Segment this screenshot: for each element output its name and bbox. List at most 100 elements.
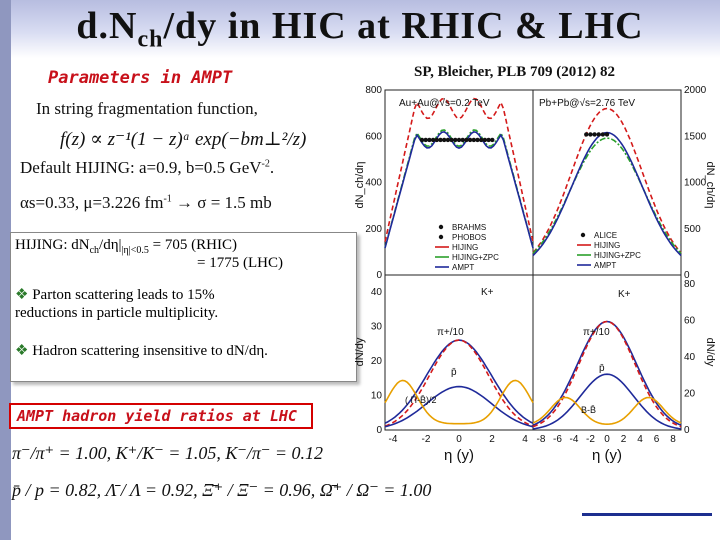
x-tick-label: 4 (637, 434, 643, 445)
br-pion-curve (532, 320, 682, 428)
default-hijing-text: Default HIJING: a=0.9, b=0.5 GeV-2. (20, 158, 275, 177)
x-tick-label: 0 (456, 434, 462, 445)
alpha-mu-text: αs=0.33, μ=3.226 fm-1 → σ = 1.5 mb (20, 193, 272, 212)
tl-ampt-curve (384, 131, 534, 249)
legend-entry: ALICE (594, 231, 617, 240)
title-band (11, 0, 720, 58)
string-fragmentation-text: In string fragmentation function, (36, 99, 258, 118)
tr-data-point (592, 132, 597, 137)
bl-ylabel: dN/dy (355, 337, 366, 366)
br-baryon-curve (532, 396, 682, 426)
x-tick-label: -2 (422, 434, 431, 445)
br-label-pion: π+/10 (583, 327, 610, 338)
diamond-bullet-icon: ❖ (15, 343, 29, 359)
x-tick-label: 2 (489, 434, 495, 445)
tl-ylabel: dN_ch/dη (355, 161, 366, 208)
y-tick-label: 800 (365, 85, 382, 96)
y-tick-label: 60 (684, 316, 696, 327)
figure-panels: 0200400600800050010001500200001020304002… (355, 85, 716, 464)
legend-entry: AMPT (594, 261, 616, 270)
y-tick-label: 40 (371, 287, 383, 298)
bl-label-pion: π+/10 (437, 327, 464, 338)
tl-data-point (434, 137, 439, 143)
tl-data-point (438, 137, 443, 143)
tl-data-point (419, 137, 425, 143)
y-tick-label: 1000 (684, 178, 707, 189)
y-tick-label: 0 (376, 425, 382, 436)
y-tick-label: 80 (684, 279, 696, 290)
summary-box: HIJING: dNch/dη||η|<0.5 = 705 (RHIC) = 1… (10, 232, 357, 382)
br-label-pbar: p̄ (599, 363, 605, 374)
ratio-line-1: π⁻/π⁺ = 1.00, K⁺/K⁻ = 1.05, K⁻/π⁻ = 0.12 (12, 443, 324, 463)
br-pbar-curve (532, 373, 682, 430)
tl-data-point (467, 137, 473, 143)
bl-label-kaon: K+ (481, 287, 494, 298)
parton-bullet-cont: reductions in particle multiplicity. (15, 305, 219, 321)
y-tick-label: 30 (371, 322, 383, 333)
footer-accent-line (582, 513, 712, 516)
legend-entry: HIJING (594, 241, 620, 250)
tr-ylabel: dN_ch/dη (704, 161, 716, 208)
bl-label-pbar: p̄ (451, 367, 457, 378)
tl-data-point (427, 137, 432, 143)
tl-data-point (482, 137, 488, 143)
y-tick-label: 400 (365, 178, 382, 189)
legend-entry: HIJING (452, 243, 478, 252)
y-tick-label: 1500 (684, 131, 707, 142)
y-tick-label: 200 (365, 224, 382, 235)
y-tick-label: 500 (684, 224, 701, 235)
ampt-ratios-label-box: AMPT hadron yield ratios at LHC (9, 403, 313, 429)
tl-data-point (475, 137, 480, 143)
y-tick-label: 600 (365, 131, 382, 142)
legend-entry: BRAHMS (452, 223, 486, 232)
x-tick-label: 6 (654, 434, 660, 445)
bl-baryon-curve (384, 379, 534, 425)
y-tick-label: 0 (684, 270, 690, 281)
legend-entry: HIJING+ZPC (452, 253, 499, 262)
y-tick-label: 0 (376, 270, 382, 281)
bl-label-baryon: ( Π-B̄)/2 (405, 395, 437, 405)
tl-annotation: Au+Au@√s=0.2 TeV (399, 97, 490, 109)
x-tick-label: 8 (670, 434, 676, 445)
ampt-ratios-label: AMPT hadron yield ratios at LHC (17, 407, 297, 425)
ratio-line-2: p̄ / p = 0.82, Λ̄ / Λ = 0.92, Ξ̄⁺ / Ξ⁻ =… (12, 480, 432, 500)
left-sidebar-strip (0, 0, 11, 540)
parameters-heading: Parameters in AMPT (48, 68, 233, 88)
legend-entry: PHOBOS (452, 233, 486, 242)
y-tick-label: 10 (371, 391, 383, 402)
tr-data-point (600, 132, 606, 137)
panel-frame-1 (532, 89, 682, 276)
fz-formula: f(z) ∝ z⁻¹(1 − z)ᵃ exp(−bm⊥²/z) (60, 129, 307, 150)
tl-data-point (490, 137, 495, 143)
hijing-dndeta-line: HIJING: dNch/dη||η|<0.5 = 705 (RHIC) (15, 237, 237, 256)
panel-frame-0 (384, 89, 534, 276)
x-tick-label: 0 (604, 434, 610, 445)
bl-pion-curve (384, 339, 534, 427)
tl-data-point (471, 137, 476, 143)
tr-data-point (596, 132, 601, 137)
hijing-lhc-value: = 1775 (LHC) (197, 255, 283, 271)
legend-entry: HIJING+ZPC (594, 251, 641, 260)
x-tick-label: -2 (586, 434, 595, 445)
tl-data-point (423, 137, 428, 143)
x-tick-label: -8 (537, 434, 546, 445)
tr-data-point (604, 132, 610, 137)
legend-marker (438, 234, 444, 240)
tl-hijing-curve (384, 97, 534, 242)
panel-frame-2 (384, 274, 534, 431)
x-axis-label: η (y) (592, 447, 622, 464)
tl-data-point (456, 137, 462, 143)
hadron-bullet: ❖ Hadron scattering insensitive to dN/dη… (15, 343, 268, 359)
x-tick-label: -4 (570, 434, 579, 445)
tl-data-point (486, 137, 491, 143)
tl-data-point (464, 137, 469, 143)
legend-entry: AMPT (452, 263, 474, 272)
tl-zpc-curve (384, 129, 534, 248)
diamond-bullet-icon: ❖ (15, 287, 29, 303)
y-tick-label: 20 (371, 356, 383, 367)
y-tick-label: 40 (684, 352, 696, 363)
tl-data-point (453, 137, 458, 143)
tr-data-point (588, 132, 593, 137)
br-label-baryon: B-B̄ (581, 405, 596, 415)
br-label-kaon: K+ (618, 289, 631, 300)
